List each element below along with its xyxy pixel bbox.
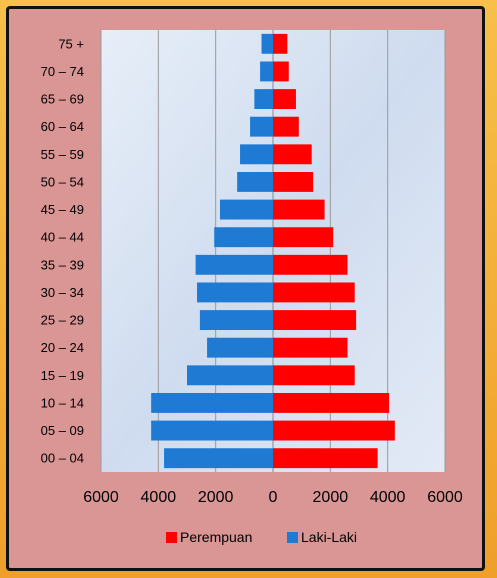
legend-label: Perempuan: [180, 529, 252, 545]
x-tick-label: 6000: [427, 489, 463, 506]
category-label: 55 – 59: [41, 147, 84, 162]
x-tick-label: 2000: [313, 489, 349, 506]
bar-laki-laki: [240, 144, 273, 165]
category-label: 25 – 29: [41, 313, 84, 328]
bar-laki-laki: [151, 392, 273, 413]
category-label: 70 – 74: [41, 64, 84, 79]
x-tick-label: 6000: [83, 489, 119, 506]
category-label: 00 – 04: [41, 451, 84, 466]
bar-perempuan: [273, 61, 289, 82]
bar-laki-laki: [195, 254, 273, 275]
bar-perempuan: [273, 365, 355, 386]
bar-laki-laki: [261, 33, 273, 54]
bar-perempuan: [273, 448, 378, 469]
bar-perempuan: [273, 254, 348, 275]
bar-perempuan: [273, 89, 296, 110]
category-label: 60 – 64: [41, 119, 84, 134]
bar-perempuan: [273, 171, 314, 192]
bar-perempuan: [273, 337, 348, 358]
category-label: 10 – 14: [41, 395, 84, 410]
bar-perempuan: [273, 144, 312, 165]
category-label: 15 – 19: [41, 368, 84, 383]
bar-laki-laki: [237, 171, 273, 192]
bar-perempuan: [273, 199, 325, 220]
bar-perempuan: [273, 392, 390, 413]
bar-laki-laki: [207, 337, 273, 358]
bar-laki-laki: [250, 116, 273, 137]
category-label: 30 – 34: [41, 285, 84, 300]
category-label: 20 – 24: [41, 340, 84, 355]
x-tick-label: 2000: [198, 489, 234, 506]
category-label: 50 – 54: [41, 174, 84, 189]
category-label: 40 – 44: [41, 230, 84, 245]
bar-laki-laki: [164, 448, 273, 469]
bar-perempuan: [273, 116, 299, 137]
legend-label: Laki-Laki: [301, 529, 357, 545]
bar-perempuan: [273, 33, 288, 54]
bar-perempuan: [273, 310, 357, 331]
bar-perempuan: [273, 227, 334, 248]
legend-swatch: [287, 532, 298, 543]
bar-perempuan: [273, 282, 355, 303]
bar-laki-laki: [199, 310, 273, 331]
bar-laki-laki: [197, 282, 273, 303]
x-tick-label: 4000: [370, 489, 406, 506]
bar-laki-laki: [260, 61, 273, 82]
bar-perempuan: [273, 420, 395, 441]
category-label: 35 – 39: [41, 257, 84, 272]
bar-laki-laki: [254, 89, 273, 110]
bar-laki-laki: [219, 199, 273, 220]
bar-laki-laki: [214, 227, 273, 248]
category-label: 65 – 69: [41, 92, 84, 107]
x-tick-label: 4000: [141, 489, 177, 506]
category-label: 05 – 09: [41, 423, 84, 438]
category-label: 45 – 49: [41, 202, 84, 217]
bar-laki-laki: [187, 365, 273, 386]
legend-swatch: [166, 532, 177, 543]
bar-laki-laki: [151, 420, 273, 441]
category-label: 75 +: [58, 36, 84, 51]
x-tick-label: 0: [269, 489, 278, 506]
